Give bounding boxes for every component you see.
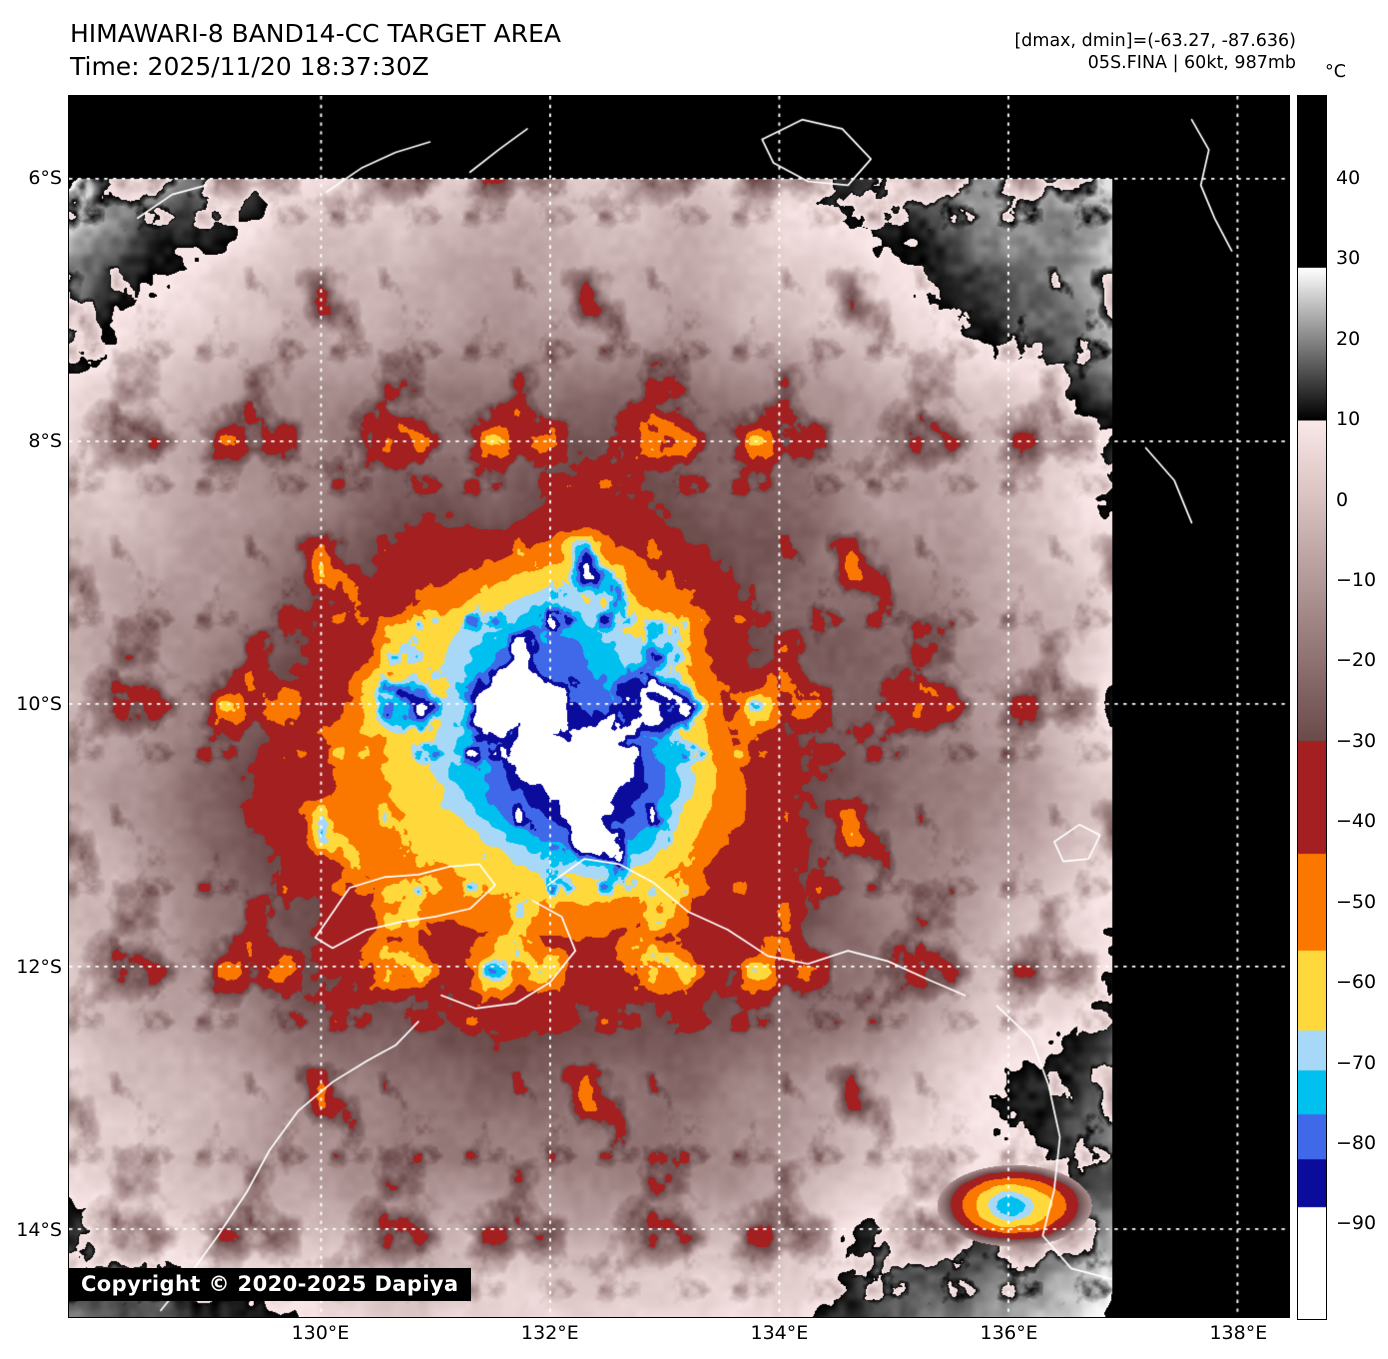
colorbar-tick-label: −30 bbox=[1336, 729, 1377, 752]
lat-tick-label: 14°S bbox=[16, 1218, 62, 1241]
lon-tick-label: 132°E bbox=[521, 1322, 579, 1344]
temperature-colorbar bbox=[1297, 95, 1327, 1320]
colorbar-tick-label: 40 bbox=[1336, 166, 1361, 189]
colorbar-tick-label: −40 bbox=[1336, 810, 1377, 833]
copyright-watermark: Copyright © 2020-2025 Dapiya bbox=[69, 1268, 471, 1301]
colorbar-tick-label: −20 bbox=[1336, 649, 1377, 672]
map-plot-area: Copyright © 2020-2025 Dapiya bbox=[68, 95, 1290, 1318]
colorbar-tick-label: 20 bbox=[1336, 327, 1361, 350]
metadata-block: [dmax, dmin]=(-63.27, -87.636) 05S.FINA … bbox=[1014, 30, 1296, 75]
lat-tick-label: 10°S bbox=[16, 692, 62, 715]
lon-tick-label: 138°E bbox=[1209, 1322, 1268, 1344]
lat-tick-label: 8°S bbox=[28, 429, 62, 452]
dminmax-label: [dmax, dmin]=(-63.27, -87.636) bbox=[1014, 31, 1296, 51]
colorbar-tick-label: −80 bbox=[1336, 1132, 1377, 1155]
title-block: HIMAWARI-8 BAND14-CC TARGET AREA Time: 2… bbox=[70, 18, 561, 83]
storm-info-label: 05S.FINA | 60kt, 987mb bbox=[1087, 53, 1296, 74]
satellite-imagery-canvas bbox=[69, 96, 1289, 1317]
colorbar-tick-label: −50 bbox=[1336, 890, 1377, 913]
lat-tick-label: 12°S bbox=[16, 955, 62, 978]
colorbar-tick-label: 10 bbox=[1336, 408, 1361, 431]
lon-tick-label: 134°E bbox=[750, 1322, 809, 1344]
colorbar-tick-label: −10 bbox=[1336, 569, 1377, 591]
lon-tick-label: 130°E bbox=[291, 1322, 350, 1344]
colorbar-tick-label: −60 bbox=[1336, 971, 1377, 994]
colorbar-tick-label: 30 bbox=[1336, 247, 1361, 270]
lat-tick-label: 6°S bbox=[28, 166, 62, 189]
colorbar-tick-label: 0 bbox=[1336, 488, 1349, 511]
colorbar-tick-label: −70 bbox=[1336, 1051, 1377, 1074]
colorbar-gradient bbox=[1298, 96, 1326, 1319]
colorbar-tick-label: −90 bbox=[1336, 1212, 1377, 1235]
lon-tick-label: 136°E bbox=[979, 1322, 1038, 1344]
colorbar-unit-label: °C bbox=[1325, 62, 1346, 82]
page-title: HIMAWARI-8 BAND14-CC TARGET AREA bbox=[70, 19, 562, 48]
timestamp-label: Time: 2025/11/20 18:37:30Z bbox=[70, 51, 429, 81]
